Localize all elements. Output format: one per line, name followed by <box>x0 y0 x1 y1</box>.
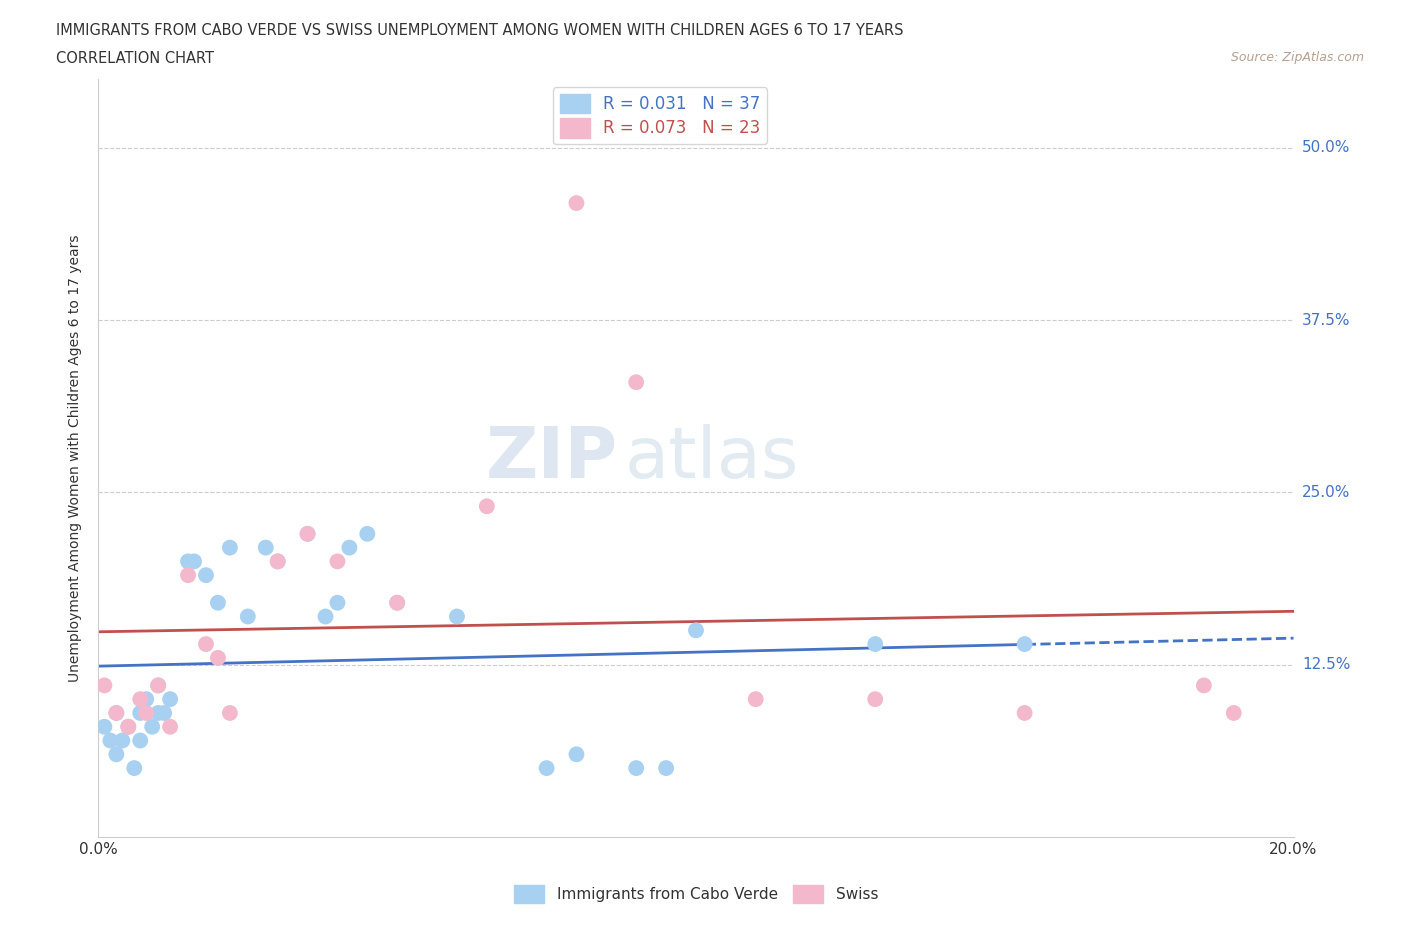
Point <box>565 195 588 210</box>
Point <box>315 609 337 624</box>
Point <box>1223 706 1246 721</box>
Point <box>105 747 128 762</box>
Point <box>685 623 707 638</box>
Point <box>129 706 152 721</box>
Point <box>177 567 200 582</box>
Point <box>105 706 128 721</box>
Point <box>475 498 498 513</box>
Point <box>624 761 647 776</box>
Point <box>135 706 157 721</box>
Point <box>267 554 290 569</box>
Point <box>148 678 170 693</box>
Point <box>207 650 229 665</box>
Point <box>135 692 157 707</box>
Point <box>98 733 122 748</box>
Point <box>177 554 200 569</box>
Point <box>183 554 205 569</box>
Point <box>153 706 176 721</box>
Point <box>254 540 277 555</box>
Point <box>655 761 678 776</box>
Point <box>565 747 588 762</box>
Point <box>194 567 218 582</box>
Text: 12.5%: 12.5% <box>1302 658 1350 672</box>
Point <box>124 761 146 776</box>
Point <box>93 719 115 734</box>
Point <box>93 678 115 693</box>
Point <box>1192 678 1215 693</box>
Point <box>148 678 170 693</box>
Point <box>207 595 229 610</box>
Point <box>536 761 558 776</box>
Text: 25.0%: 25.0% <box>1302 485 1350 500</box>
Point <box>1014 637 1036 652</box>
Point <box>159 692 181 707</box>
Point <box>326 554 349 569</box>
Legend: Immigrants from Cabo Verde, Swiss: Immigrants from Cabo Verde, Swiss <box>508 879 884 909</box>
Point <box>129 692 152 707</box>
Point <box>624 375 647 390</box>
Point <box>385 595 409 610</box>
Text: atlas: atlas <box>624 423 799 493</box>
Point <box>326 595 349 610</box>
Y-axis label: Unemployment Among Women with Children Ages 6 to 17 years: Unemployment Among Women with Children A… <box>69 234 83 682</box>
Point <box>297 526 319 541</box>
Point <box>111 733 134 748</box>
Text: Source: ZipAtlas.com: Source: ZipAtlas.com <box>1230 51 1364 64</box>
Point <box>865 637 887 652</box>
Point <box>159 719 181 734</box>
Point <box>219 540 242 555</box>
Point <box>117 719 139 734</box>
Point <box>356 526 378 541</box>
Point <box>385 595 409 610</box>
Text: 37.5%: 37.5% <box>1302 312 1350 327</box>
Point <box>194 637 218 652</box>
Point <box>236 609 259 624</box>
Point <box>148 706 170 721</box>
Text: IMMIGRANTS FROM CABO VERDE VS SWISS UNEMPLOYMENT AMONG WOMEN WITH CHILDREN AGES : IMMIGRANTS FROM CABO VERDE VS SWISS UNEM… <box>56 23 904 38</box>
Point <box>141 719 163 734</box>
Point <box>1014 706 1036 721</box>
Point <box>339 540 360 555</box>
Text: CORRELATION CHART: CORRELATION CHART <box>56 51 214 66</box>
Point <box>105 706 128 721</box>
Point <box>129 733 152 748</box>
Point <box>297 526 319 541</box>
Point <box>446 609 468 624</box>
Point <box>117 719 139 734</box>
Point <box>745 692 768 707</box>
Point <box>267 554 290 569</box>
Text: 50.0%: 50.0% <box>1302 140 1350 155</box>
Point <box>219 706 242 721</box>
Point <box>865 692 887 707</box>
Text: ZIP: ZIP <box>486 423 619 493</box>
